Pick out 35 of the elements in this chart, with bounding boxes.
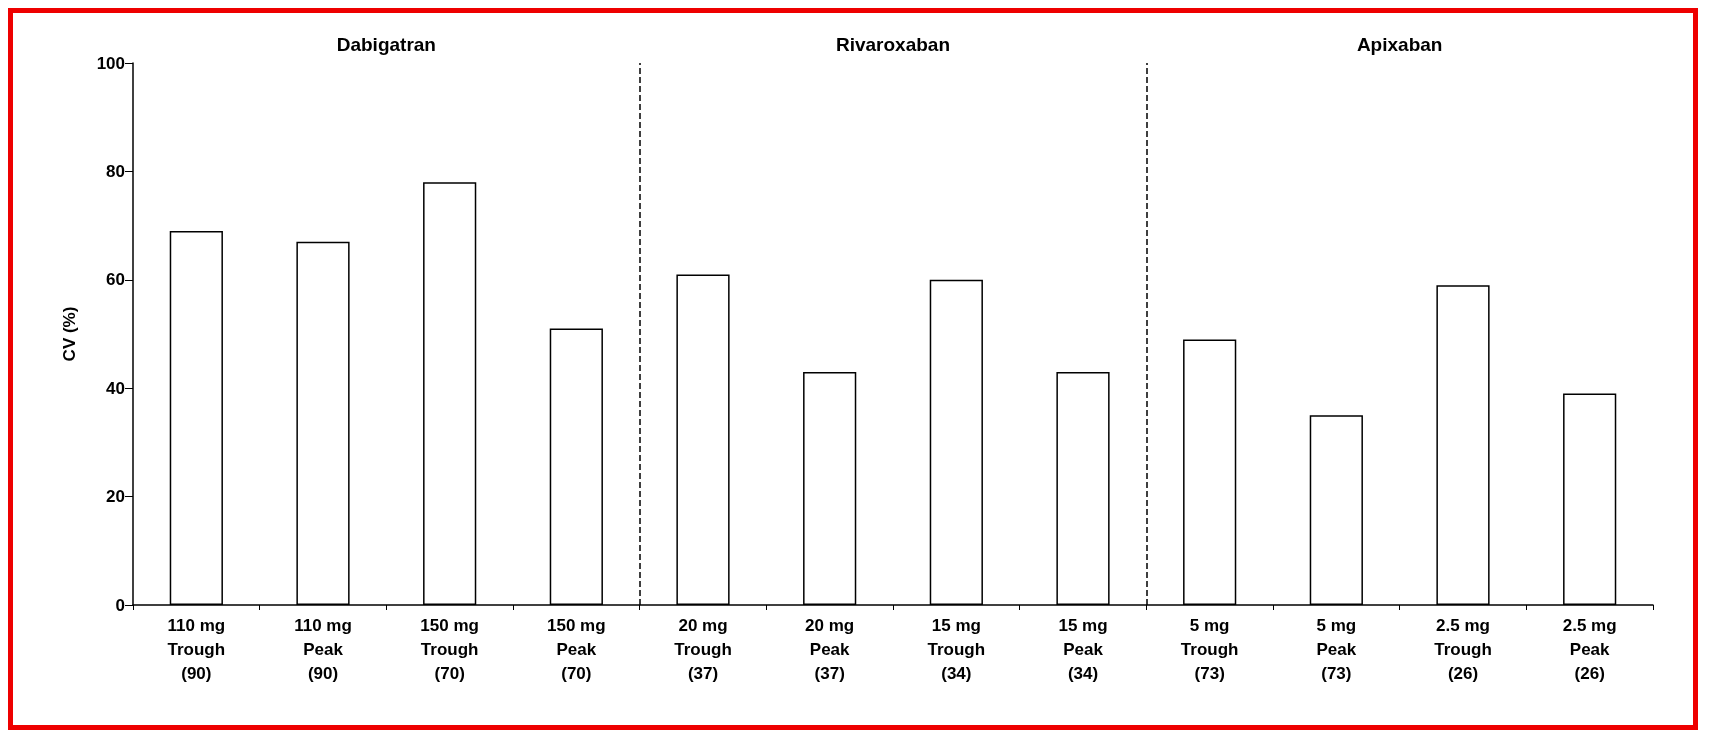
bar (296, 241, 350, 605)
x-tick-label: 20 mg Peak (37) (805, 615, 855, 683)
y-axis-title: CV (%) (60, 306, 79, 362)
x-tick-label: 15 mg Peak (34) (1058, 615, 1108, 683)
y-tick-label: 100 (96, 53, 125, 73)
bar (803, 371, 857, 605)
y-tick-label: 60 (106, 270, 125, 290)
x-tick-label: 2.5 mg Peak (26) (1562, 615, 1617, 683)
x-tick-label: 150 mg Trough (70) (420, 615, 479, 683)
x-tick-label: 5 mg Trough (73) (1180, 615, 1239, 683)
x-tick-label: 15 mg Trough (34) (927, 615, 986, 683)
x-tick-label: 110 mg Peak (90) (294, 615, 352, 683)
bar (1056, 371, 1110, 605)
x-tick-label: 5 mg Peak (73) (1316, 615, 1357, 683)
text: Rivaroxaban (835, 34, 951, 55)
x-tick-label: 150 mg Peak (70) (547, 615, 606, 683)
y-tick-label: 80 (106, 161, 125, 181)
bar (1563, 393, 1617, 605)
y-tick-label: 40 (106, 378, 125, 398)
text: Apixaban (1356, 34, 1443, 55)
text: Dabigatran (336, 34, 436, 55)
y-tick-label: 0 (115, 595, 125, 615)
frame: Dabigatran Rivaroxaban Apixaban CV (%) 0 20 40 60 80 100 110 mg Trough (90) 110 mg Peak (90) 150 mg Trough (70) 150 mg Peak (70) 20 mg Trough (37) 20 mg Peak (37) 15 mg Trough (34) 15 mg Peak (34) 5 mg Trough (73) 5 mg Peak (73) 2.5 mg Trough (26) 2.5 mg Peak (26) (8, 8, 1698, 730)
x-tick-label: 20 mg Trough (37) (674, 615, 732, 683)
bar (169, 231, 223, 605)
bar (549, 328, 603, 605)
bar (1309, 415, 1363, 605)
bar (423, 182, 477, 605)
x-tick-label: 110 mg Trough (90) (167, 615, 226, 683)
y-tick-label: 20 (106, 487, 125, 507)
bar (929, 279, 983, 605)
bar (676, 274, 730, 605)
x-tick-label: 2.5 mg Trough (26) (1434, 615, 1492, 683)
bar (1436, 285, 1490, 605)
bar (1183, 339, 1237, 605)
